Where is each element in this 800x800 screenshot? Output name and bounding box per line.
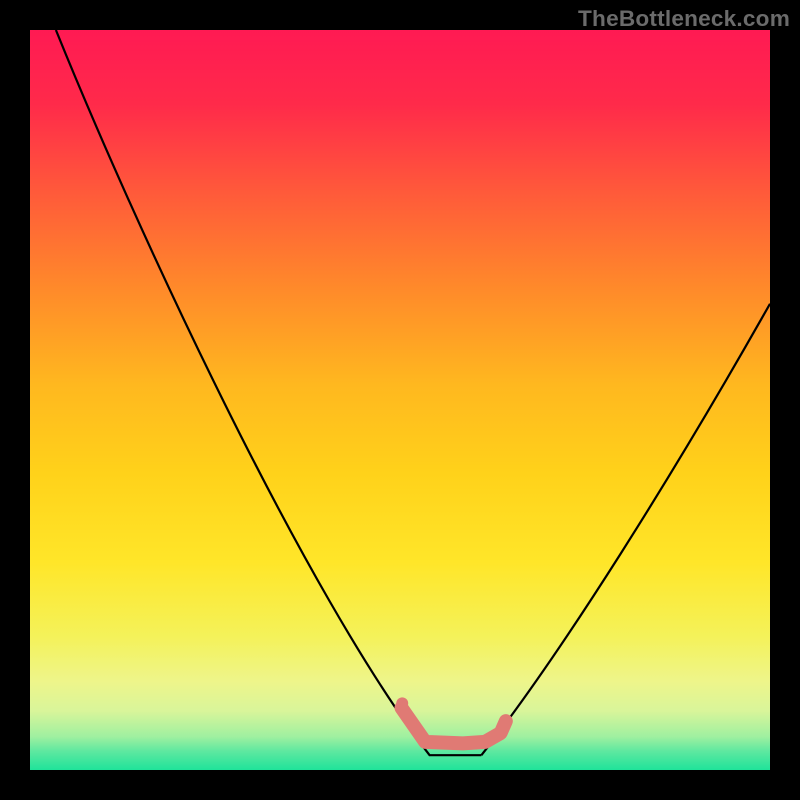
- marker-region: [401, 708, 505, 744]
- left-curve: [56, 30, 482, 755]
- chart-container: TheBottleneck.com: [0, 0, 800, 800]
- plot-area: [30, 30, 770, 770]
- right-curve: [481, 304, 770, 755]
- marker-dot: [396, 697, 408, 709]
- watermark-text: TheBottleneck.com: [578, 6, 790, 32]
- curve-overlay: [30, 30, 770, 770]
